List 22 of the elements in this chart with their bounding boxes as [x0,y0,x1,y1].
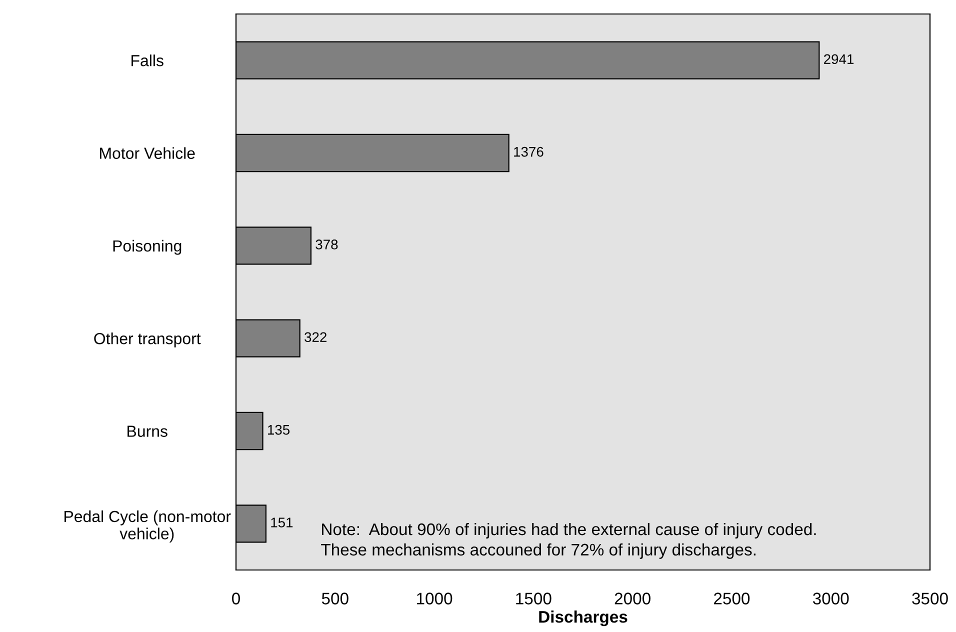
x-tick-label: 2500 [714,592,750,604]
x-tick-label: 1500 [516,592,552,604]
data-label: 2941 [824,54,854,64]
x-tick-label: 1000 [417,592,452,604]
x-tick-label: 500 [322,592,348,604]
y-tick-label: Falls [132,54,164,66]
y-tick-label: Motor Vehicle [100,147,195,159]
x-axis-title: Discharges [539,610,628,626]
data-label: 378 [316,240,338,250]
data-label: 135 [268,424,290,435]
y-tick-label: Poisoning [113,240,182,255]
x-tick-label: 3000 [812,592,849,604]
x-tick-label: 2000 [614,592,650,604]
x-tick-label: 0 [232,592,240,604]
data-label: 151 [271,518,293,528]
data-label: 1376 [514,146,544,157]
data-label: 322 [304,332,326,342]
x-tick-label: 3500 [912,592,948,604]
y-tick-label: Burns [128,426,168,437]
annotation: Note: About 90% of injuries had the external cause of injury coded. These mechanisms accouned for 72% of injury discharges. [321,522,816,559]
y-tick-label: Pedal Cycle (non-motor vehicle) [64,510,231,543]
y-tick-label: Other transport [94,332,201,348]
